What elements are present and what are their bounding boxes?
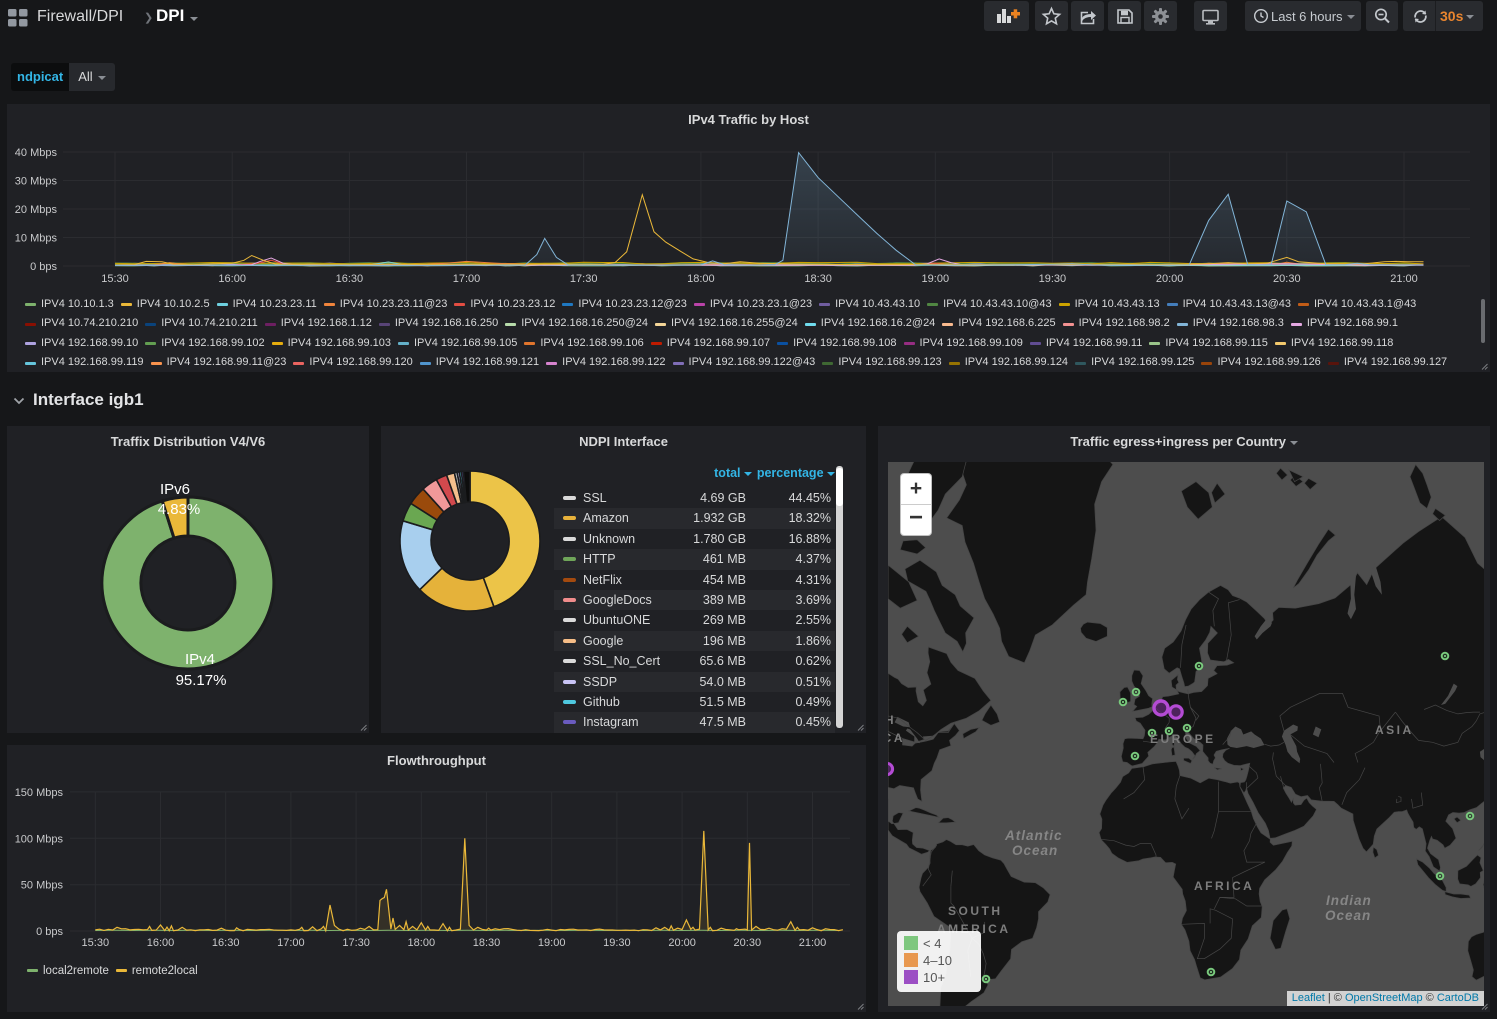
svg-text:Ocean: Ocean (1325, 908, 1371, 923)
svg-text:21:00: 21:00 (1390, 273, 1418, 285)
svg-text:16:00: 16:00 (147, 937, 175, 949)
svg-text:19:00: 19:00 (922, 273, 950, 285)
svg-text:IPv4: IPv4 (185, 651, 215, 668)
svg-text:EUROPE: EUROPE (1150, 732, 1216, 746)
svg-text:ASIA: ASIA (1375, 723, 1414, 737)
svg-text:0 bps: 0 bps (36, 926, 63, 938)
svg-text:20 Mbps: 20 Mbps (15, 204, 58, 216)
svg-text:16:30: 16:30 (336, 273, 364, 285)
svg-text:18:30: 18:30 (473, 937, 501, 949)
svg-text:20:30: 20:30 (1273, 273, 1301, 285)
svg-text:NORTH: NORTH (888, 713, 896, 727)
svg-text:50 Mbps: 50 Mbps (21, 880, 64, 892)
svg-text:4.83%: 4.83% (158, 501, 201, 518)
svg-text:150 Mbps: 150 Mbps (15, 787, 64, 799)
svg-text:19:30: 19:30 (603, 937, 631, 949)
svg-text:17:00: 17:00 (277, 937, 305, 949)
svg-text:21:00: 21:00 (799, 937, 827, 949)
svg-text:20:30: 20:30 (734, 937, 762, 949)
svg-text:19:00: 19:00 (538, 937, 566, 949)
svg-text:AFRICA: AFRICA (1194, 879, 1254, 893)
svg-text:AMERICA: AMERICA (888, 731, 905, 745)
svg-text:0 bps: 0 bps (30, 261, 57, 273)
svg-text:30 Mbps: 30 Mbps (15, 176, 58, 188)
svg-text:19:30: 19:30 (1039, 273, 1067, 285)
svg-text:Atlantic: Atlantic (1004, 828, 1063, 843)
svg-text:95.17%: 95.17% (176, 672, 227, 689)
svg-text:SOUTH: SOUTH (948, 904, 1003, 918)
svg-text:IPv6: IPv6 (160, 481, 190, 498)
svg-text:15:30: 15:30 (101, 273, 129, 285)
svg-text:18:30: 18:30 (804, 273, 832, 285)
svg-text:20:00: 20:00 (1156, 273, 1184, 285)
svg-text:Ocean: Ocean (1012, 843, 1058, 858)
svg-text:18:00: 18:00 (687, 273, 715, 285)
svg-text:Indian: Indian (1326, 893, 1372, 908)
svg-text:16:30: 16:30 (212, 937, 240, 949)
svg-text:40 Mbps: 40 Mbps (15, 147, 58, 159)
svg-text:17:00: 17:00 (453, 273, 481, 285)
svg-text:20:00: 20:00 (668, 937, 696, 949)
svg-text:18:00: 18:00 (408, 937, 436, 949)
svg-text:17:30: 17:30 (570, 273, 598, 285)
svg-text:15:30: 15:30 (82, 937, 110, 949)
svg-text:10 Mbps: 10 Mbps (15, 233, 58, 245)
svg-text:100 Mbps: 100 Mbps (15, 833, 64, 845)
svg-text:17:30: 17:30 (342, 937, 370, 949)
svg-text:16:00: 16:00 (218, 273, 246, 285)
